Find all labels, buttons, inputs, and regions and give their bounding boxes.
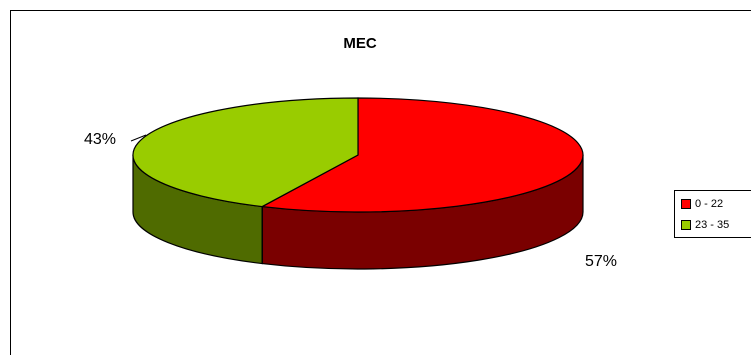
legend-swatch-23-35 (681, 220, 691, 230)
pie-chart (130, 97, 584, 270)
chart-title: MEC (343, 35, 377, 52)
legend-swatch-0-22 (681, 199, 691, 209)
label-leader-line (130, 134, 147, 142)
legend-item-23-35: 23 - 35 (681, 218, 729, 232)
pie-slice-23-35 (132, 97, 359, 208)
slice-label-23-35: 43% (84, 131, 117, 148)
legend-label-23-35: 23 - 35 (695, 219, 730, 231)
slice-label-0-22: 57% (585, 253, 618, 270)
legend: 0 - 22 23 - 35 (674, 190, 751, 238)
legend-label-0-22: 0 - 22 (695, 198, 724, 210)
pie-slice-0-22 (260, 97, 584, 213)
legend-item-0-22: 0 - 22 (681, 197, 723, 211)
